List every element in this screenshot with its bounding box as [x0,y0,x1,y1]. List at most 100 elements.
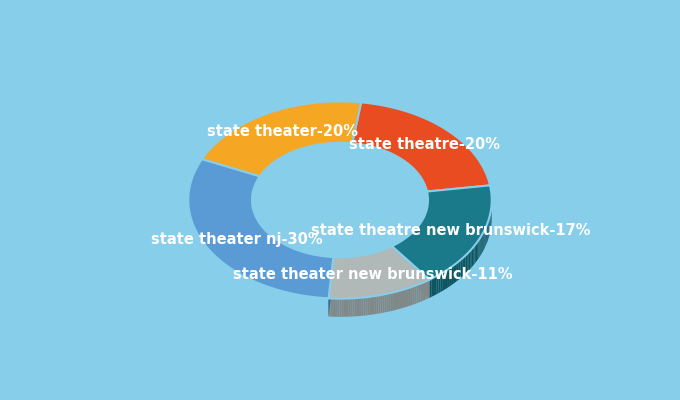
Polygon shape [376,296,378,314]
Polygon shape [413,286,415,305]
Polygon shape [407,288,409,307]
Polygon shape [330,298,333,317]
Polygon shape [351,257,352,275]
Polygon shape [337,257,339,275]
Polygon shape [374,252,375,271]
Polygon shape [366,297,368,316]
Polygon shape [360,256,361,274]
Polygon shape [411,286,413,306]
Polygon shape [328,257,333,316]
Polygon shape [455,263,457,282]
Polygon shape [370,296,372,315]
Polygon shape [392,246,393,264]
Polygon shape [395,291,397,310]
Text: state theatre-20%: state theatre-20% [349,137,500,152]
Polygon shape [457,262,459,281]
Polygon shape [405,237,407,256]
Polygon shape [362,255,364,274]
Polygon shape [413,231,414,250]
Polygon shape [445,270,447,289]
Polygon shape [341,257,342,275]
Polygon shape [408,236,409,255]
Polygon shape [462,257,464,277]
Polygon shape [391,246,392,265]
Polygon shape [357,298,359,316]
Polygon shape [415,285,417,304]
Polygon shape [380,250,381,269]
Polygon shape [469,250,471,270]
Polygon shape [345,257,346,275]
Polygon shape [350,257,351,275]
Polygon shape [389,247,390,266]
Polygon shape [416,227,418,246]
Polygon shape [202,101,361,176]
Polygon shape [340,257,341,275]
Polygon shape [352,256,354,275]
Polygon shape [383,294,385,313]
Polygon shape [386,248,388,267]
Polygon shape [384,249,386,268]
Polygon shape [368,297,370,315]
Polygon shape [407,236,408,256]
Polygon shape [398,242,400,261]
Polygon shape [422,282,424,301]
Polygon shape [344,298,346,317]
Polygon shape [328,246,429,299]
Polygon shape [441,272,443,292]
Polygon shape [391,292,393,311]
Polygon shape [403,289,405,308]
Text: state theater nj-30%: state theater nj-30% [151,232,322,247]
Polygon shape [358,256,360,274]
Polygon shape [336,257,337,275]
Polygon shape [437,275,439,294]
Polygon shape [382,250,384,268]
Polygon shape [451,266,453,285]
Polygon shape [476,242,477,262]
Text: state theater-20%: state theater-20% [207,124,358,139]
Text: state theater new brunswick-11%: state theater new brunswick-11% [233,268,513,282]
Polygon shape [355,256,356,274]
Polygon shape [420,283,422,302]
Polygon shape [453,264,455,284]
Polygon shape [380,295,383,313]
Polygon shape [449,267,451,287]
Polygon shape [418,226,419,245]
Polygon shape [392,246,429,298]
Polygon shape [447,268,449,288]
Polygon shape [350,298,352,316]
Polygon shape [342,257,343,275]
Polygon shape [381,250,382,269]
Polygon shape [333,257,335,275]
Polygon shape [443,271,445,291]
Polygon shape [402,240,403,259]
Polygon shape [414,230,415,249]
Polygon shape [371,253,372,272]
Polygon shape [473,246,475,266]
Polygon shape [346,257,347,275]
Polygon shape [337,298,339,317]
Polygon shape [372,253,373,272]
Polygon shape [188,159,333,298]
Polygon shape [485,228,486,248]
Polygon shape [396,244,397,262]
Polygon shape [481,234,483,253]
Polygon shape [352,298,355,316]
Polygon shape [328,298,330,317]
Polygon shape [460,258,462,278]
Polygon shape [418,284,420,303]
Polygon shape [428,280,429,299]
Polygon shape [412,232,413,251]
Polygon shape [374,296,376,314]
Polygon shape [352,102,490,192]
Polygon shape [419,224,420,244]
Polygon shape [361,255,362,274]
Polygon shape [333,298,335,317]
Polygon shape [411,233,412,252]
Polygon shape [399,290,401,309]
Polygon shape [410,234,411,253]
Polygon shape [372,296,374,315]
Polygon shape [471,249,472,269]
Polygon shape [339,257,340,275]
Polygon shape [378,295,380,314]
Polygon shape [356,256,357,274]
